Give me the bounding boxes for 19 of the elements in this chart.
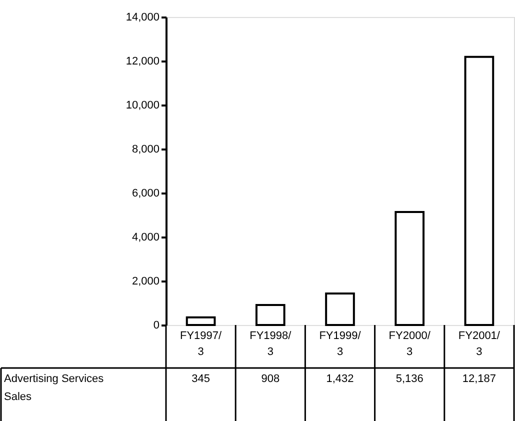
data-label: 345: [192, 373, 210, 385]
y-tick-label: 0: [153, 320, 160, 332]
x-tick-label: FY1997/3: [180, 330, 223, 358]
data-label: 908: [261, 373, 280, 385]
x-tick-label: FY2000/3: [388, 330, 432, 358]
y-tick-label: 10,000: [126, 100, 160, 112]
text: Advertising Services Sales: [4, 373, 104, 403]
y-tick-label: 14,000: [126, 12, 160, 24]
x-tick-label: FY2001/3: [458, 330, 501, 358]
y-tick-label: 8,000: [132, 144, 160, 156]
y-tick-label: 2,000: [132, 276, 160, 288]
y-tick-label: 4,000: [132, 232, 160, 244]
data-label: 12,187: [462, 373, 496, 385]
data-label: 1,432: [326, 373, 354, 385]
y-tick-label: 6,000: [132, 188, 160, 200]
data-label: 5,136: [396, 373, 424, 385]
y-tick-label: 12,000: [126, 56, 160, 68]
x-tick-label: FY1998/3: [250, 330, 292, 358]
x-tick-label: FY1999/3: [319, 330, 362, 358]
